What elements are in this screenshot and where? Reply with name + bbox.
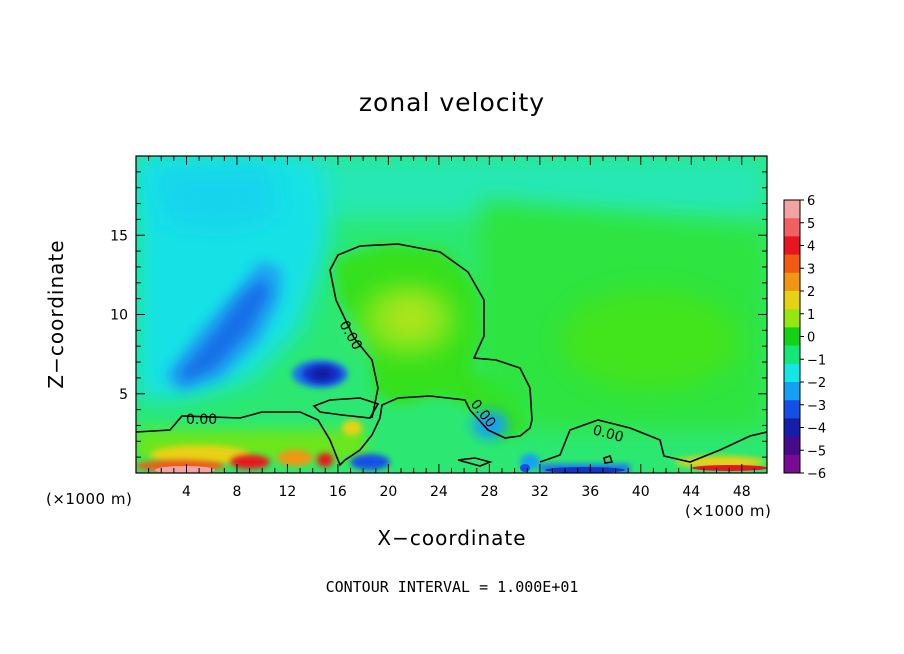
contour-line-small-2: [603, 454, 614, 464]
colorbar-swatch: [784, 254, 800, 274]
colorbar-label: 6: [807, 194, 815, 209]
y-tick-label: 5: [119, 387, 128, 403]
x-axis-label: X−coordinate: [377, 526, 527, 550]
colorbar-swatch: [784, 291, 800, 310]
colorbar-swatch: [784, 418, 800, 438]
colorbar-label: −1: [807, 353, 826, 368]
colorbar-swatch: [784, 454, 800, 474]
contour-line-pocket: [312, 397, 380, 419]
colorbar-swatch: [784, 309, 800, 328]
axis-ticks: [136, 156, 767, 473]
x-tick-label: 28: [480, 484, 498, 500]
y-tick-label: 10: [110, 308, 128, 324]
colorbar-label: −4: [807, 422, 826, 437]
x-unit-label-left: (×1000 m): [46, 490, 133, 508]
colorbar-label: 2: [807, 285, 815, 300]
colorbar-label: −3: [807, 399, 826, 414]
contour-line-bulge: [329, 243, 533, 421]
zero-contours: [136, 243, 767, 467]
colorbar-swatch: [784, 327, 800, 347]
colorbar: 6 5 4 3 2 1 0 −1 −2 −3 −4 −5 −6: [783, 194, 826, 482]
y-tick-label: 15: [110, 228, 128, 244]
x-tick-label: 44: [682, 484, 700, 500]
colorbar-label: 3: [807, 262, 815, 277]
x-tick-label: 4: [182, 484, 191, 500]
colorbar-swatch: [784, 345, 800, 365]
colorbar-label: −5: [807, 444, 826, 459]
colorbar-label: −2: [807, 376, 826, 391]
x-tick-label: 20: [379, 484, 397, 500]
colorbar-label: −6: [807, 467, 826, 482]
x-tick-label: 16: [329, 484, 347, 500]
contour-line-lower-left: [136, 395, 533, 467]
x-tick-label: 40: [632, 484, 650, 500]
x-unit-label-right: (×1000 m): [685, 502, 772, 520]
colorbar-swatch: [784, 218, 800, 237]
x-tick-label: 36: [581, 484, 599, 500]
x-tick-label: 8: [232, 484, 241, 500]
x-tick-label: 48: [733, 484, 751, 500]
x-tick-label: 24: [430, 484, 448, 500]
colorbar-label: 0: [807, 331, 815, 346]
colorbar-label: 4: [807, 240, 815, 255]
colorbar-swatch: [784, 272, 800, 292]
contour-line-small-1: [457, 457, 493, 467]
colorbar-swatch: [784, 200, 800, 219]
colorbar-swatch: [784, 236, 800, 256]
chart-title: zonal velocity: [358, 88, 546, 117]
colorbar-swatch: [784, 436, 800, 456]
x-tick-label: 32: [531, 484, 549, 500]
colorbar-label: 5: [807, 217, 815, 232]
heatmap-field: [136, 156, 767, 473]
colorbar-swatch: [784, 363, 800, 383]
colorbar-swatch: [784, 382, 800, 401]
contour-label: 0.00: [186, 412, 217, 428]
contour-label: 0.00: [591, 422, 625, 446]
colorbar-swatch: [784, 400, 800, 419]
contour-interval-note: CONTOUR INTERVAL = 1.000E+01: [325, 578, 579, 596]
colorbar-label: 1: [807, 308, 815, 323]
contour-line-lower-right: [539, 419, 767, 463]
y-axis-label: Z−coordinate: [44, 239, 68, 389]
x-tick-label: 12: [279, 484, 297, 500]
